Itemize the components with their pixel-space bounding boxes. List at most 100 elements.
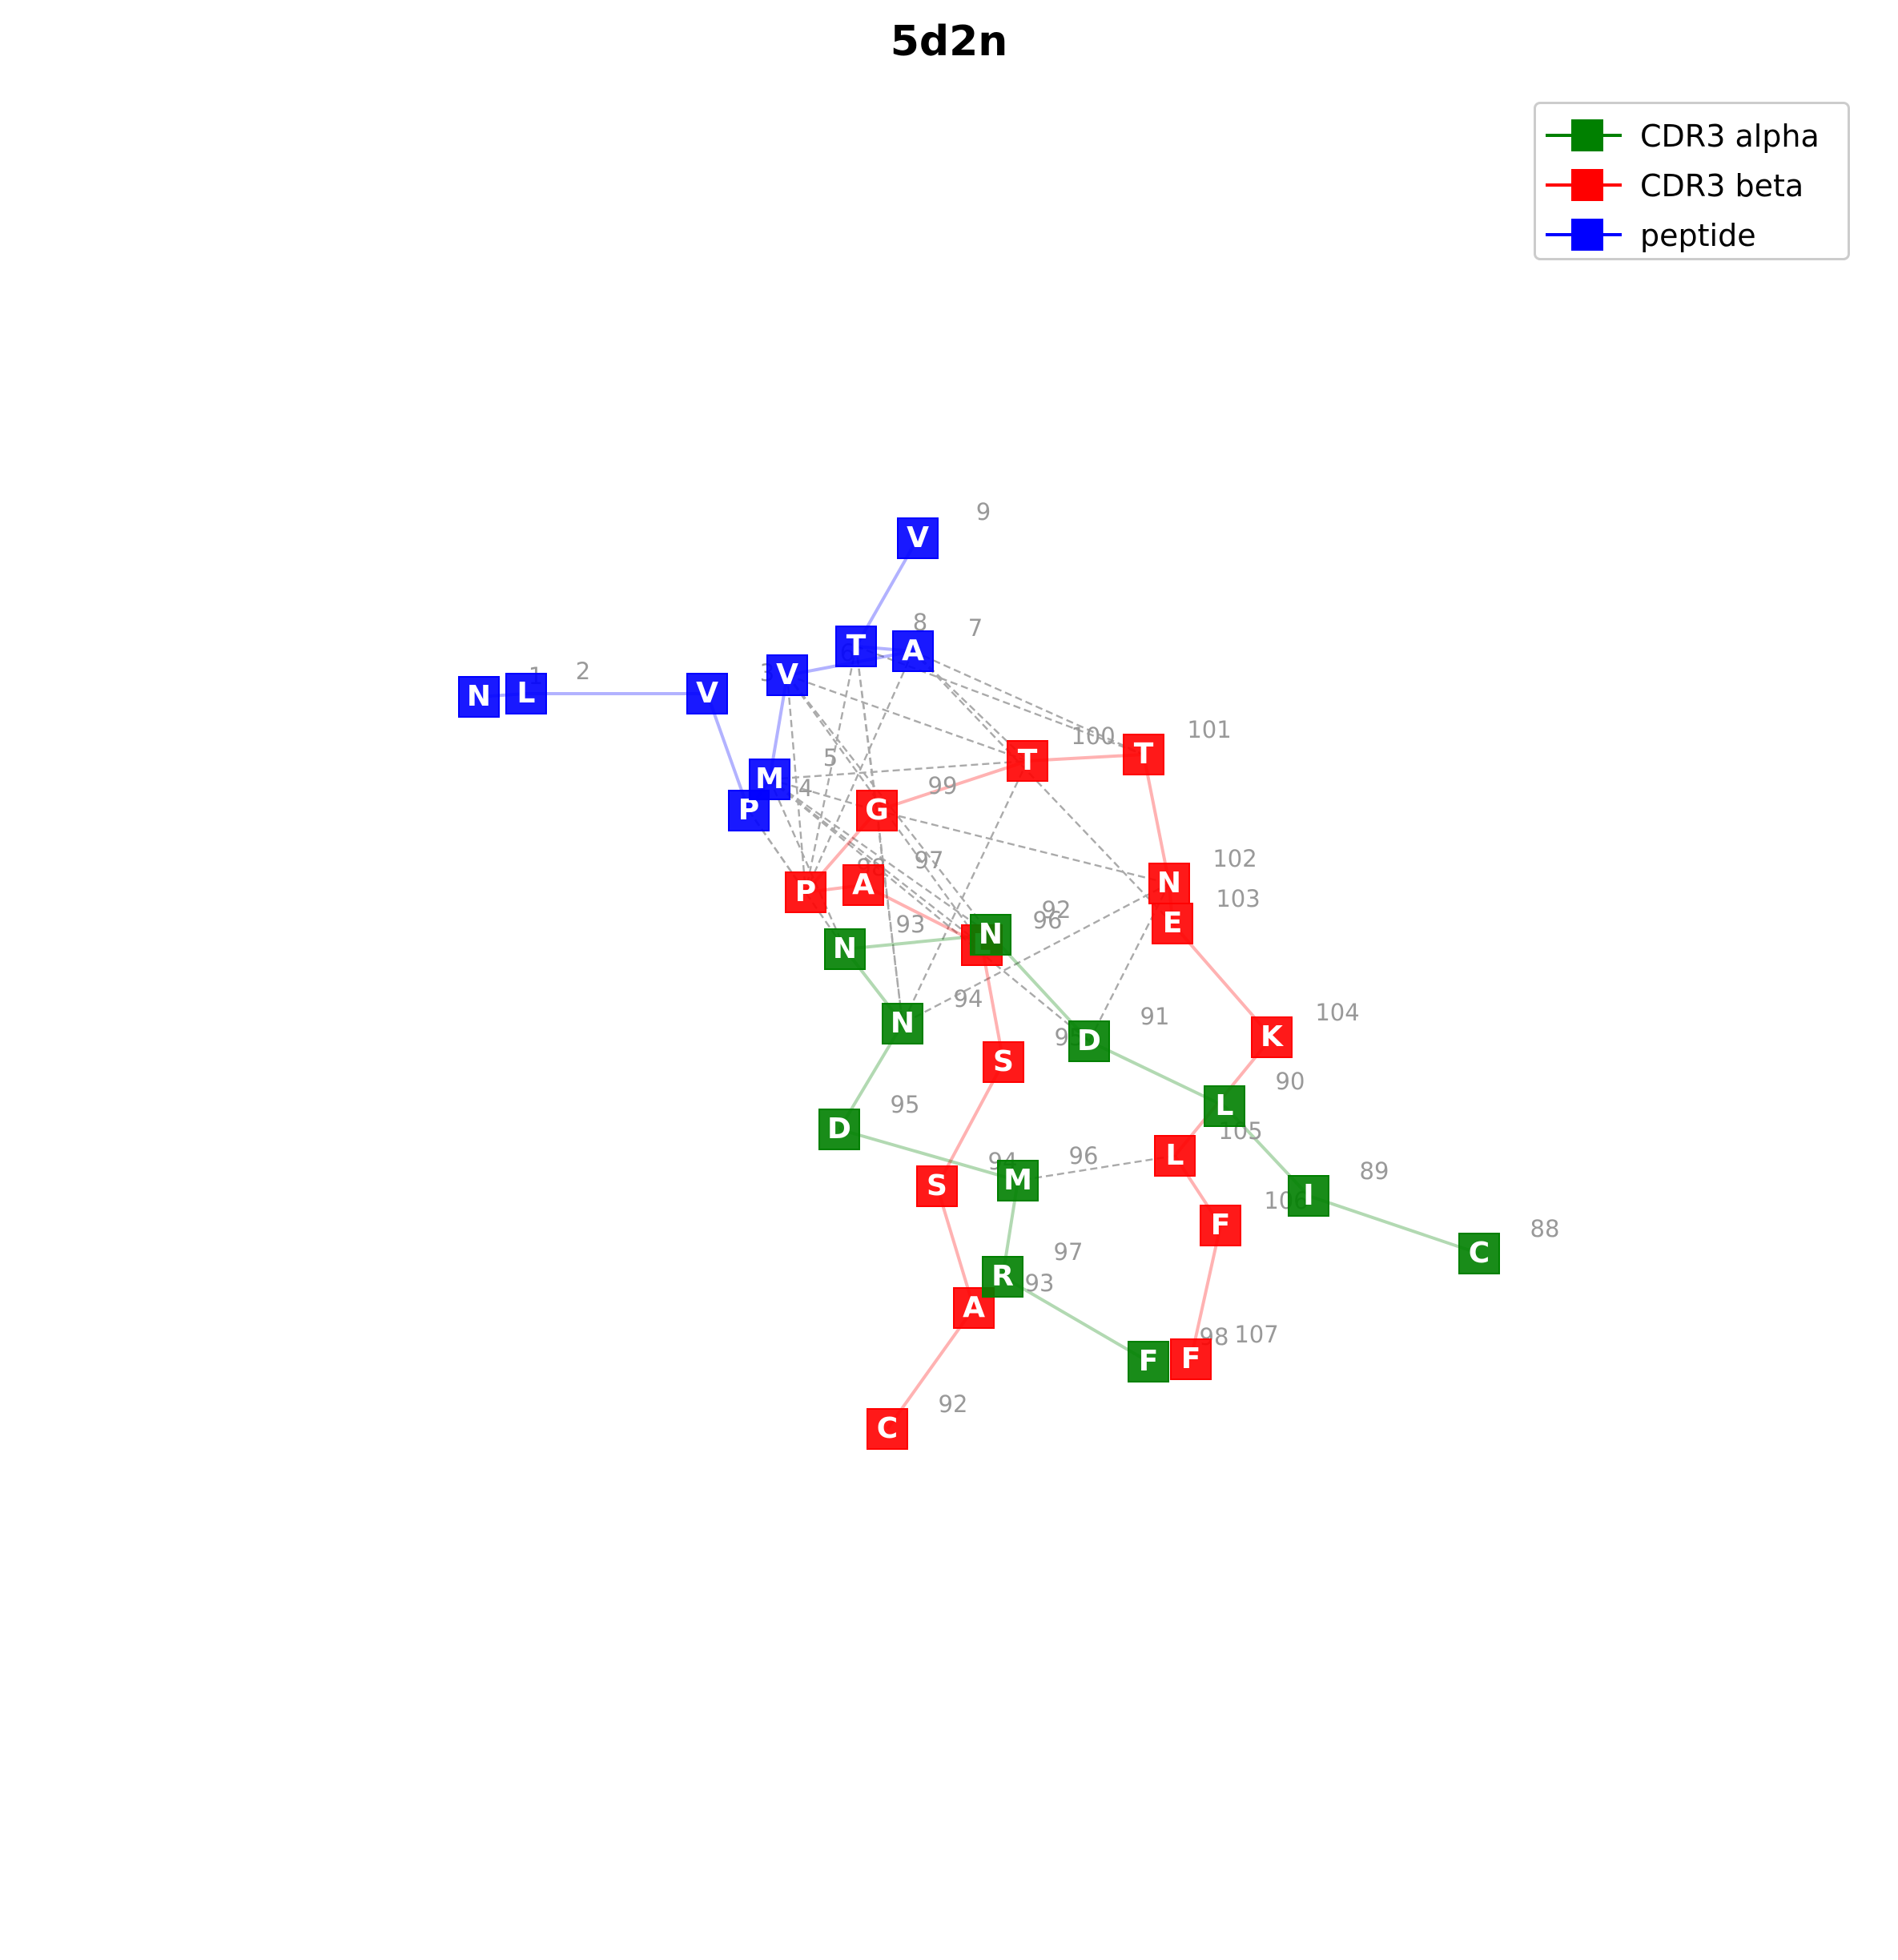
alpha-residue-node: M [998, 1161, 1038, 1201]
peptide-residue-node: L [506, 674, 546, 714]
peptide-residue-node: A [893, 631, 933, 671]
residue-letter: C [877, 1412, 898, 1445]
residue-number: 93 [1025, 1270, 1055, 1297]
residue-letter: N [467, 680, 491, 713]
residue-letter: T [1134, 738, 1154, 771]
residue-number: 93 [896, 911, 926, 938]
residue-letter: V [776, 658, 798, 691]
residue-letter: A [852, 868, 875, 901]
legend: CDR3 alpha CDR3 beta peptide [1534, 102, 1850, 260]
residue-letter: F [1139, 1345, 1159, 1378]
beta-residue-node: C [867, 1409, 907, 1449]
beta-residue-node: A [843, 865, 883, 905]
residue-letter: G [865, 794, 889, 827]
beta-residue-node: F [1200, 1205, 1241, 1246]
residue-letter: M [755, 763, 784, 795]
residue-number: 5 [823, 744, 838, 771]
beta-residue-node: S [983, 1042, 1023, 1082]
beta-residue-node: S [917, 1166, 957, 1206]
residue-number: 95 [891, 1091, 920, 1118]
legend-label: CDR3 beta [1640, 168, 1804, 203]
residue-letter: L [1166, 1139, 1184, 1172]
residue-letter: F [1181, 1342, 1201, 1375]
alpha-residue-node: N [883, 1004, 923, 1044]
residue-letter: K [1261, 1020, 1284, 1053]
residue-number: 96 [1069, 1142, 1099, 1169]
residue-letter: D [827, 1113, 851, 1145]
legend-label: peptide [1640, 218, 1756, 253]
alpha-residue-node: D [819, 1109, 859, 1149]
residue-letter: M [1003, 1164, 1032, 1197]
residue-number: 102 [1212, 845, 1257, 872]
legend-item-peptide: peptide [1536, 211, 1848, 259]
peptide-residue-node: M [750, 759, 790, 799]
residue-letter: N [1157, 867, 1181, 900]
alpha-residue-node: F [1128, 1342, 1168, 1382]
alpha-residue-node: R [983, 1257, 1023, 1297]
alpha-residue-node: I [1289, 1176, 1329, 1216]
alpha-backbone-line [1309, 1196, 1479, 1254]
peptide-residue-node: V [687, 674, 727, 714]
beta-residue-node: G [857, 791, 897, 831]
residue-number: 89 [1360, 1157, 1389, 1185]
residue-number: 97 [915, 847, 944, 874]
residue-number: 99 [928, 772, 958, 799]
residue-number: 107 [1234, 1321, 1278, 1348]
residue-letter: V [907, 521, 929, 554]
legend-marker [1571, 169, 1603, 201]
beta-residue-node: T [1124, 734, 1164, 775]
alpha-residue-node: L [1204, 1086, 1245, 1126]
residue-letter: I [1303, 1179, 1313, 1212]
residue-letter: F [1211, 1209, 1231, 1242]
beta-residue-node: N [1149, 863, 1189, 904]
peptide-residue-node: V [898, 518, 938, 558]
residue-letter: N [891, 1007, 915, 1040]
residue-number: 94 [954, 985, 983, 1012]
beta-residue-node: F [1171, 1339, 1211, 1379]
residue-number: 97 [1054, 1238, 1084, 1266]
residue-number: 100 [1071, 722, 1115, 750]
beta-residue-node: P [786, 872, 826, 912]
beta-residue-node: E [1152, 904, 1192, 944]
legend-marker [1571, 219, 1603, 251]
beta-residue-node: K [1252, 1017, 1292, 1057]
residue-letter: N [979, 918, 1003, 951]
residue-letter: T [846, 630, 867, 662]
residue-number: 101 [1187, 716, 1231, 743]
residue-number: 103 [1216, 885, 1260, 912]
residue-number: 88 [1530, 1215, 1560, 1242]
residue-letter: L [1216, 1089, 1234, 1122]
legend-marker [1571, 119, 1603, 151]
residue-letter: S [927, 1169, 947, 1202]
peptide-residue-node: N [459, 677, 499, 717]
residue-letter: S [993, 1045, 1014, 1078]
residue-letter: C [1469, 1237, 1490, 1270]
residue-number: 90 [1276, 1068, 1305, 1095]
residue-letter: R [991, 1260, 1014, 1293]
alpha-residue-node: C [1459, 1234, 1499, 1274]
residue-letter: N [833, 932, 857, 965]
residue-numbers: 1234567899293949596979899100101102103104… [529, 498, 1560, 1418]
residue-number: 91 [1140, 1003, 1170, 1030]
residue-letter: E [1163, 907, 1183, 940]
alpha-residue-node: N [971, 915, 1011, 955]
beta-residue-node: L [1155, 1136, 1195, 1176]
contact-line [903, 761, 1027, 1024]
beta-residue-node: T [1007, 741, 1048, 781]
residue-letter: L [517, 677, 536, 710]
legend-item-beta: CDR3 beta [1536, 161, 1848, 209]
legend-item-alpha: CDR3 alpha [1536, 111, 1848, 159]
residue-number: 104 [1315, 999, 1359, 1026]
residue-letter: T [1018, 744, 1038, 777]
residue-number: 9 [976, 498, 991, 525]
residue-letter: A [963, 1291, 985, 1324]
peptide-residue-node: T [836, 626, 876, 666]
residue-letter: P [795, 875, 816, 908]
residue-number: 92 [1042, 896, 1072, 924]
legend-label: CDR3 alpha [1640, 119, 1820, 154]
residue-letter: V [696, 677, 718, 710]
alpha-residue-node: D [1069, 1021, 1109, 1061]
residue-letter: D [1077, 1024, 1101, 1057]
